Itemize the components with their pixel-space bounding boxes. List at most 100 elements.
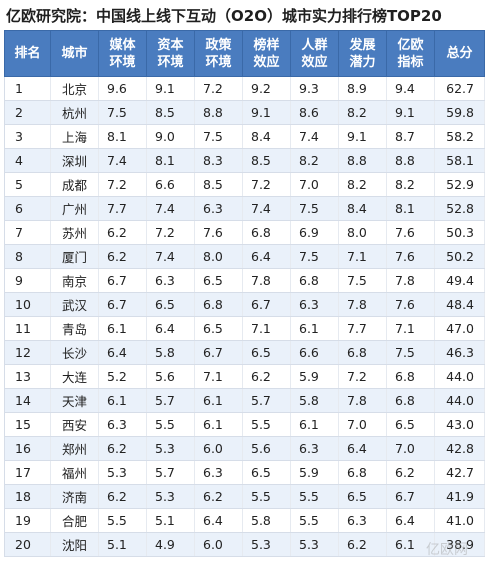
cell-model: 6.5 — [242, 460, 291, 485]
cell-model: 6.5 — [242, 340, 291, 365]
cell-media: 5.2 — [98, 364, 147, 389]
column-header-policy: 政策 环境 — [194, 30, 243, 77]
cell-policy: 7.1 — [194, 364, 243, 389]
cell-city: 长沙 — [50, 340, 99, 365]
table-row: 13 大连 5.2 5.6 7.1 6.2 5.9 7.2 6.8 44.0 — [4, 364, 485, 389]
cell-media: 7.4 — [98, 148, 147, 173]
cell-policy: 8.8 — [194, 100, 243, 125]
cell-yiou: 8.1 — [386, 196, 435, 221]
cell-total: 42.8 — [434, 436, 485, 461]
cell-policy: 6.2 — [194, 484, 243, 509]
cell-city: 武汉 — [50, 292, 99, 317]
cell-total: 38.9 — [434, 532, 485, 557]
cell-capital: 9.1 — [146, 76, 195, 101]
cell-potential: 8.2 — [338, 172, 387, 197]
cell-potential: 7.8 — [338, 292, 387, 317]
cell-potential: 7.5 — [338, 268, 387, 293]
cell-crowd: 5.9 — [290, 364, 339, 389]
table-row: 7 苏州 6.2 7.2 7.6 6.8 6.9 8.0 7.6 50.3 — [4, 220, 485, 245]
cell-yiou: 7.0 — [386, 436, 435, 461]
cell-city: 沈阳 — [50, 532, 99, 557]
cell-rank: 3 — [4, 124, 51, 149]
table-row: 10 武汉 6.7 6.5 6.8 6.7 6.3 7.8 7.6 48.4 — [4, 292, 485, 317]
cell-crowd: 6.1 — [290, 412, 339, 437]
cell-yiou: 6.5 — [386, 412, 435, 437]
cell-total: 41.9 — [434, 484, 485, 509]
column-header-total: 总分 — [434, 30, 485, 77]
cell-capital: 5.3 — [146, 484, 195, 509]
cell-crowd: 7.5 — [290, 196, 339, 221]
cell-yiou: 6.4 — [386, 508, 435, 533]
cell-capital: 6.3 — [146, 268, 195, 293]
cell-rank: 5 — [4, 172, 51, 197]
cell-city: 青岛 — [50, 316, 99, 341]
cell-total: 42.7 — [434, 460, 485, 485]
cell-yiou: 6.2 — [386, 460, 435, 485]
cell-policy: 7.6 — [194, 220, 243, 245]
cell-crowd: 6.3 — [290, 436, 339, 461]
cell-yiou: 8.2 — [386, 172, 435, 197]
cell-potential: 7.1 — [338, 244, 387, 269]
cell-city: 杭州 — [50, 100, 99, 125]
cell-total: 59.8 — [434, 100, 485, 125]
cell-rank: 19 — [4, 508, 51, 533]
cell-yiou: 6.1 — [386, 532, 435, 557]
column-header-text: 亿欧 — [397, 37, 424, 53]
cell-yiou: 9.4 — [386, 76, 435, 101]
column-header-text: 排名 — [14, 46, 41, 61]
cell-model: 9.2 — [242, 76, 291, 101]
column-header-capital: 资本 环境 — [146, 30, 195, 77]
cell-yiou: 9.1 — [386, 100, 435, 125]
cell-capital: 9.0 — [146, 124, 195, 149]
cell-model: 7.8 — [242, 268, 291, 293]
cell-total: 52.8 — [434, 196, 485, 221]
cell-model: 5.3 — [242, 532, 291, 557]
cell-yiou: 6.8 — [386, 388, 435, 413]
column-header-text: 政策 — [205, 37, 232, 53]
table-row: 17 福州 5.3 5.7 6.3 6.5 5.9 6.8 6.2 42.7 — [4, 460, 485, 485]
cell-crowd: 7.4 — [290, 124, 339, 149]
cell-policy: 6.4 — [194, 508, 243, 533]
cell-rank: 8 — [4, 244, 51, 269]
cell-media: 6.2 — [98, 484, 147, 509]
cell-potential: 6.2 — [338, 532, 387, 557]
column-header-text: 潜力 — [349, 54, 376, 70]
cell-total: 43.0 — [434, 412, 485, 437]
cell-policy: 6.8 — [194, 292, 243, 317]
cell-model: 7.4 — [242, 196, 291, 221]
table-row: 16 郑州 6.2 5.3 6.0 5.6 6.3 6.4 7.0 42.8 — [4, 436, 485, 461]
cell-city: 天津 — [50, 388, 99, 413]
table-row: 8 厦门 6.2 7.4 8.0 6.4 7.5 7.1 7.6 50.2 — [4, 244, 485, 269]
column-header-text: 资本 — [157, 37, 184, 53]
cell-rank: 4 — [4, 148, 51, 173]
cell-yiou: 8.8 — [386, 148, 435, 173]
cell-model: 6.2 — [242, 364, 291, 389]
cell-rank: 20 — [4, 532, 51, 557]
cell-crowd: 5.5 — [290, 508, 339, 533]
cell-rank: 17 — [4, 460, 51, 485]
column-header-crowd: 人群 效应 — [290, 30, 339, 77]
cell-crowd: 6.8 — [290, 268, 339, 293]
cell-crowd: 6.1 — [290, 316, 339, 341]
cell-policy: 6.7 — [194, 340, 243, 365]
table-row: 18 济南 6.2 5.3 6.2 5.5 5.5 6.5 6.7 41.9 — [4, 484, 485, 509]
column-header-text: 榜样 — [253, 37, 280, 53]
table-row: 9 南京 6.7 6.3 6.5 7.8 6.8 7.5 7.8 49.4 — [4, 268, 485, 293]
table-row: 5 成都 7.2 6.6 8.5 7.2 7.0 8.2 8.2 52.9 — [4, 172, 485, 197]
cell-model: 5.5 — [242, 484, 291, 509]
cell-crowd: 7.0 — [290, 172, 339, 197]
table-row: 15 西安 6.3 5.5 6.1 5.5 6.1 7.0 6.5 43.0 — [4, 412, 485, 437]
ranking-table: 排名 城市 媒体 环境 资本 环境 政策 环境 榜样 效应 人群 效应 发展 潜力 亿欧 指标 总分 1 北京 9.… — [4, 30, 485, 557]
cell-model: 5.8 — [242, 508, 291, 533]
cell-city: 深圳 — [50, 148, 99, 173]
cell-yiou: 7.8 — [386, 268, 435, 293]
cell-rank: 13 — [4, 364, 51, 389]
cell-potential: 6.8 — [338, 460, 387, 485]
column-header-potential: 发展 潜力 — [338, 30, 387, 77]
table-body: 1 北京 9.6 9.1 7.2 9.2 9.3 8.9 9.4 62.7 2 杭州 7.5 8.5 8.8… — [4, 76, 485, 557]
cell-total: 41.0 — [434, 508, 485, 533]
cell-total: 48.4 — [434, 292, 485, 317]
cell-media: 7.7 — [98, 196, 147, 221]
cell-model: 8.4 — [242, 124, 291, 149]
